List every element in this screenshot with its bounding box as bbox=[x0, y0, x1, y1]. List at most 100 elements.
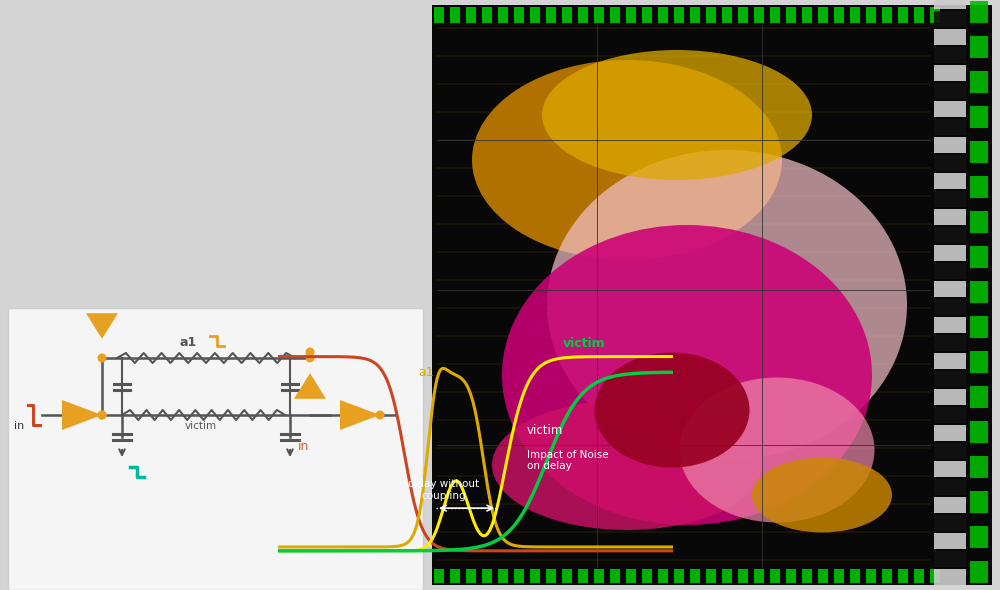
Ellipse shape bbox=[680, 378, 874, 523]
Bar bbox=[934, 371, 966, 387]
Bar bbox=[866, 569, 876, 583]
Bar bbox=[530, 569, 540, 583]
Bar bbox=[934, 137, 966, 153]
Bar bbox=[482, 569, 492, 583]
Bar bbox=[882, 569, 892, 583]
Bar bbox=[818, 569, 828, 583]
Ellipse shape bbox=[542, 50, 812, 180]
Ellipse shape bbox=[472, 60, 782, 260]
Ellipse shape bbox=[594, 352, 750, 467]
Text: a1: a1 bbox=[180, 336, 197, 349]
Circle shape bbox=[306, 353, 314, 362]
Bar bbox=[934, 353, 966, 369]
Bar bbox=[970, 246, 988, 268]
Bar bbox=[450, 569, 460, 583]
Bar bbox=[498, 569, 508, 583]
Text: Impact of Noise
on delay: Impact of Noise on delay bbox=[527, 450, 608, 471]
Bar bbox=[690, 7, 700, 23]
Text: in: in bbox=[298, 440, 309, 453]
Bar bbox=[934, 47, 966, 63]
Bar bbox=[934, 425, 966, 441]
Bar bbox=[594, 7, 604, 23]
Bar bbox=[850, 569, 860, 583]
Bar bbox=[514, 7, 524, 23]
Bar bbox=[934, 83, 966, 99]
Bar bbox=[674, 569, 684, 583]
Bar bbox=[934, 245, 966, 261]
Text: in: in bbox=[14, 421, 24, 431]
Bar bbox=[934, 551, 966, 567]
Bar bbox=[970, 386, 988, 408]
Bar bbox=[970, 176, 988, 198]
Bar bbox=[594, 569, 604, 583]
Circle shape bbox=[98, 411, 106, 419]
Bar bbox=[626, 7, 636, 23]
Bar bbox=[934, 101, 966, 117]
Bar bbox=[970, 491, 988, 513]
Bar bbox=[970, 561, 988, 583]
Bar bbox=[934, 317, 966, 333]
Circle shape bbox=[98, 411, 106, 419]
Bar bbox=[690, 569, 700, 583]
Bar bbox=[722, 7, 732, 23]
Circle shape bbox=[376, 411, 384, 419]
Bar bbox=[834, 569, 844, 583]
Text: victim: victim bbox=[562, 337, 605, 350]
Bar bbox=[802, 569, 812, 583]
Bar bbox=[934, 191, 966, 207]
Polygon shape bbox=[62, 400, 102, 430]
Bar bbox=[738, 569, 748, 583]
Bar bbox=[578, 569, 588, 583]
Bar bbox=[898, 569, 908, 583]
Bar bbox=[934, 479, 966, 495]
Bar bbox=[970, 141, 988, 163]
Bar bbox=[466, 7, 476, 23]
Bar bbox=[770, 7, 780, 23]
Text: victim: victim bbox=[527, 424, 563, 437]
Ellipse shape bbox=[547, 150, 907, 460]
Bar bbox=[450, 7, 460, 23]
Ellipse shape bbox=[502, 225, 872, 525]
Bar bbox=[802, 7, 812, 23]
Bar bbox=[786, 7, 796, 23]
Bar bbox=[706, 569, 716, 583]
Bar bbox=[934, 29, 966, 45]
Bar bbox=[970, 106, 988, 128]
Bar bbox=[642, 7, 652, 23]
Bar bbox=[434, 7, 444, 23]
Bar bbox=[818, 7, 828, 23]
Bar bbox=[850, 7, 860, 23]
Bar bbox=[482, 7, 492, 23]
Polygon shape bbox=[86, 313, 118, 339]
Bar bbox=[930, 569, 940, 583]
Ellipse shape bbox=[492, 400, 762, 530]
Bar bbox=[674, 7, 684, 23]
Ellipse shape bbox=[752, 457, 892, 533]
Bar bbox=[934, 389, 966, 405]
Bar bbox=[970, 351, 988, 373]
Bar bbox=[970, 281, 988, 303]
Bar bbox=[642, 569, 652, 583]
Bar bbox=[754, 7, 764, 23]
Bar bbox=[658, 7, 668, 23]
Bar bbox=[934, 569, 966, 585]
Bar bbox=[934, 209, 966, 225]
Bar bbox=[546, 7, 556, 23]
Bar bbox=[754, 569, 764, 583]
Bar bbox=[8, 308, 423, 590]
Bar bbox=[432, 5, 992, 585]
Bar bbox=[970, 421, 988, 443]
Bar bbox=[934, 461, 966, 477]
Text: victim: victim bbox=[185, 421, 217, 431]
Bar bbox=[530, 7, 540, 23]
Bar bbox=[930, 7, 940, 23]
Bar bbox=[934, 155, 966, 171]
Bar bbox=[934, 299, 966, 315]
Text: a1: a1 bbox=[418, 366, 434, 379]
Bar bbox=[934, 443, 966, 459]
Bar bbox=[934, 119, 966, 135]
Bar bbox=[610, 569, 620, 583]
Bar bbox=[658, 569, 668, 583]
Bar bbox=[970, 1, 988, 23]
Bar bbox=[770, 569, 780, 583]
